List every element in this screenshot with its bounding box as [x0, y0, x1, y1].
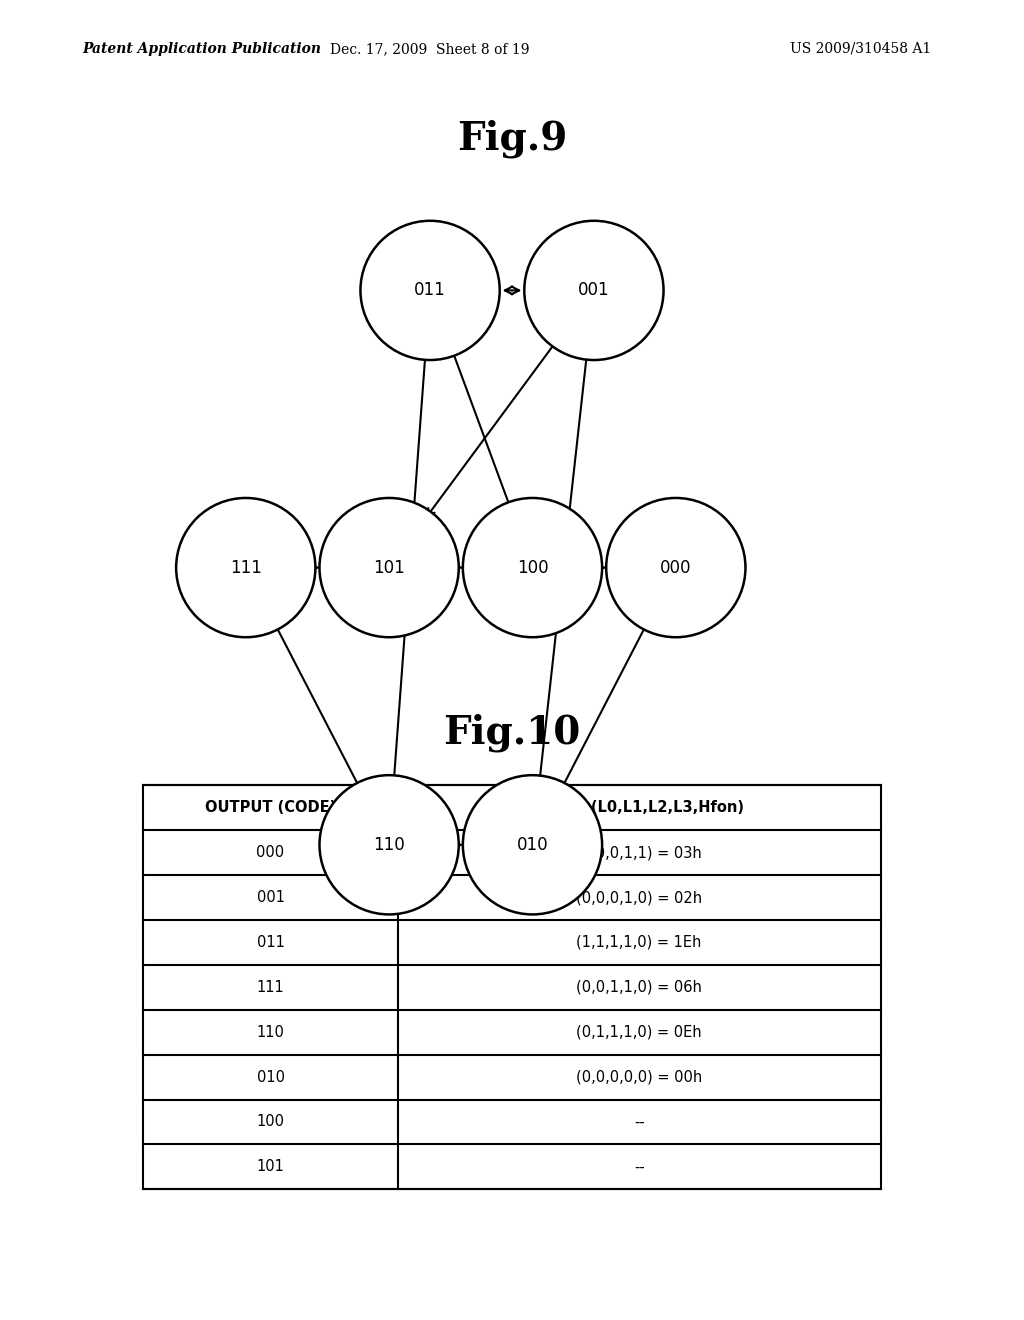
Ellipse shape — [463, 498, 602, 638]
Text: 001: 001 — [257, 890, 285, 906]
Text: US 2009/310458 A1: US 2009/310458 A1 — [790, 42, 931, 55]
Text: 110: 110 — [373, 836, 406, 854]
Text: (1,1,1,1,0) = 1Eh: (1,1,1,1,0) = 1Eh — [577, 935, 701, 950]
Text: Fig.9: Fig.9 — [457, 119, 567, 158]
Text: (0,0,1,1,0) = 06h: (0,0,1,1,0) = 06h — [577, 979, 702, 995]
Text: Fig.10: Fig.10 — [443, 713, 581, 752]
Text: 000: 000 — [660, 558, 691, 577]
Text: --: -- — [634, 1114, 644, 1130]
Text: --: -- — [634, 1159, 644, 1175]
Text: (0,0,0,1,1) = 03h: (0,0,0,1,1) = 03h — [577, 845, 702, 861]
Text: (0,0,0,0,0) = 00h: (0,0,0,0,0) = 00h — [577, 1069, 702, 1085]
Text: 010: 010 — [517, 836, 548, 854]
Text: 100: 100 — [257, 1114, 285, 1130]
Text: 101: 101 — [257, 1159, 285, 1175]
Text: 010: 010 — [257, 1069, 285, 1085]
Text: 011: 011 — [257, 935, 285, 950]
Ellipse shape — [176, 498, 315, 638]
Ellipse shape — [606, 498, 745, 638]
Text: 111: 111 — [257, 979, 285, 995]
Text: (0,0,0,1,0) = 02h: (0,0,0,1,0) = 02h — [577, 890, 702, 906]
Ellipse shape — [463, 775, 602, 915]
Text: INPUT (L0,L1,L2,L3,Hfon): INPUT (L0,L1,L2,L3,Hfon) — [535, 800, 743, 816]
Ellipse shape — [360, 220, 500, 360]
Ellipse shape — [319, 775, 459, 915]
Text: 000: 000 — [256, 845, 285, 861]
Text: 101: 101 — [373, 558, 406, 577]
Ellipse shape — [319, 498, 459, 638]
Text: 110: 110 — [257, 1024, 285, 1040]
Text: 011: 011 — [414, 281, 446, 300]
Text: Patent Application Publication: Patent Application Publication — [82, 42, 321, 55]
Bar — [143, 785, 881, 1189]
Text: 111: 111 — [229, 558, 262, 577]
Text: Dec. 17, 2009  Sheet 8 of 19: Dec. 17, 2009 Sheet 8 of 19 — [331, 42, 529, 55]
Ellipse shape — [524, 220, 664, 360]
Text: 001: 001 — [579, 281, 609, 300]
Text: (0,1,1,1,0) = 0Eh: (0,1,1,1,0) = 0Eh — [577, 1024, 702, 1040]
Text: OUTPUT (CODE): OUTPUT (CODE) — [205, 800, 336, 816]
Text: 100: 100 — [517, 558, 548, 577]
